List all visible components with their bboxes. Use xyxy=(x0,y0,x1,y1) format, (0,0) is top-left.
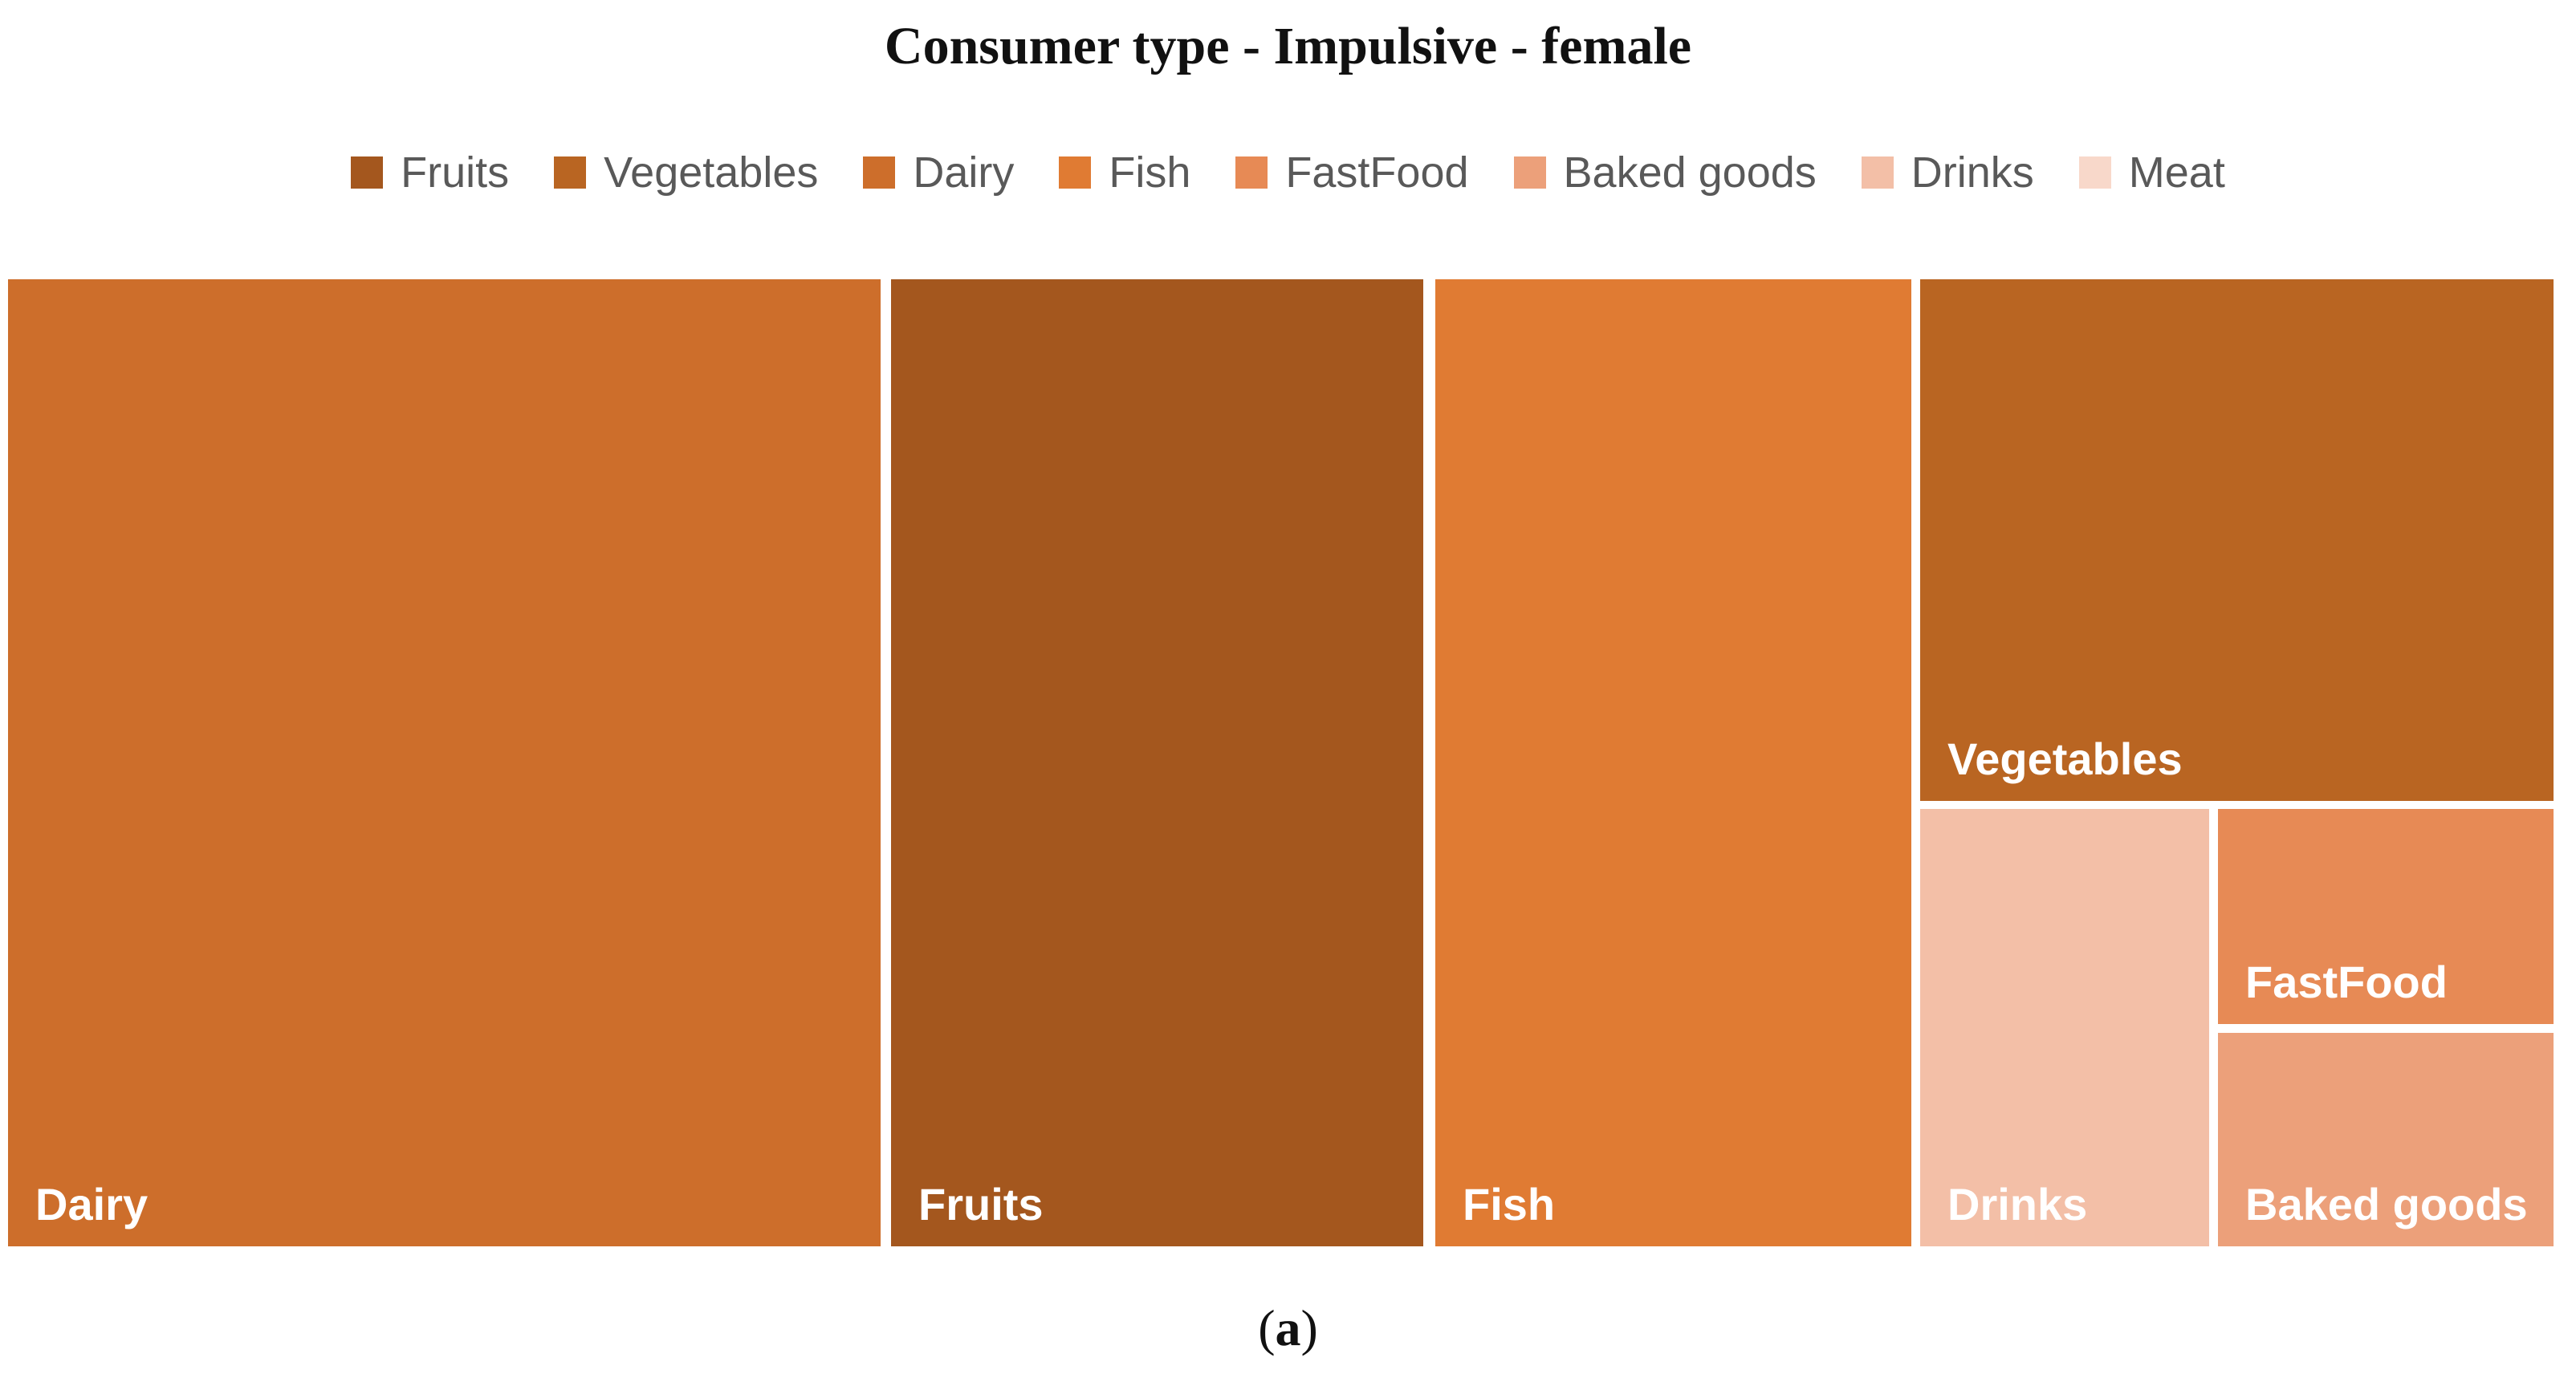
treemap-tile-fastfood: FastFood xyxy=(2218,809,2554,1024)
treemap-tile-vegetables: Vegetables xyxy=(1920,279,2554,801)
legend-label: FastFood xyxy=(1285,148,1469,197)
legend-swatch-icon xyxy=(554,156,587,189)
legend-item-fish: Fish xyxy=(1059,151,1190,194)
treemap-tile-fish: Fish xyxy=(1435,279,1911,1246)
legend-label: Vegetables xyxy=(604,148,819,197)
legend-label: Baked goods xyxy=(1563,148,1817,197)
legend-swatch-icon xyxy=(351,156,384,189)
tile-label: Vegetables xyxy=(1947,734,2183,784)
legend-item-vegetables: Vegetables xyxy=(554,151,818,194)
legend-swatch-icon xyxy=(1861,156,1894,189)
legend: Fruits Vegetables Dairy Fish FastFood Baked g… xyxy=(0,151,2576,194)
caption-open-paren: ( xyxy=(1258,1299,1276,1356)
tile-label: Fish xyxy=(1463,1179,1556,1229)
figure-caption: (a) xyxy=(0,1299,2576,1358)
legend-item-fruits: Fruits xyxy=(351,151,509,194)
tile-label: Baked goods xyxy=(2245,1179,2528,1229)
legend-label: Meat xyxy=(2128,148,2225,197)
legend-swatch-icon xyxy=(1059,156,1092,189)
legend-item-fastfood: FastFood xyxy=(1235,148,1469,197)
tile-label: Dairy xyxy=(35,1179,149,1229)
treemap-tile-dairy: Dairy xyxy=(8,279,881,1246)
tile-label: Fruits xyxy=(918,1179,1044,1229)
legend-item-meat: Meat xyxy=(2078,148,2225,197)
treemap-tile-baked-goods: Baked goods xyxy=(2218,1033,2554,1246)
legend-swatch-icon xyxy=(1235,156,1268,189)
legend-swatch-icon xyxy=(1513,156,1546,189)
legend-label: Fish xyxy=(1109,148,1191,197)
tile-label: Drinks xyxy=(1947,1179,2088,1229)
legend-label: Drinks xyxy=(1911,148,2034,197)
legend-item-dairy: Dairy xyxy=(863,151,1014,194)
legend-swatch-icon xyxy=(863,156,896,189)
treemap-tile-drinks: Drinks xyxy=(1920,809,2209,1246)
legend-item-baked-goods: Baked goods xyxy=(1513,148,1817,197)
legend-label: Dairy xyxy=(913,148,1015,197)
caption-close-paren: ) xyxy=(1300,1299,1318,1356)
legend-swatch-icon xyxy=(2078,156,2111,189)
legend-label: Fruits xyxy=(401,148,510,197)
tile-label: FastFood xyxy=(2245,957,2448,1007)
caption-letter: a xyxy=(1275,1299,1301,1356)
treemap-tile-fruits: Fruits xyxy=(891,279,1423,1246)
legend-item-drinks: Drinks xyxy=(1861,148,2034,197)
chart-title: Consumer type - Impulsive - female xyxy=(884,17,1692,75)
